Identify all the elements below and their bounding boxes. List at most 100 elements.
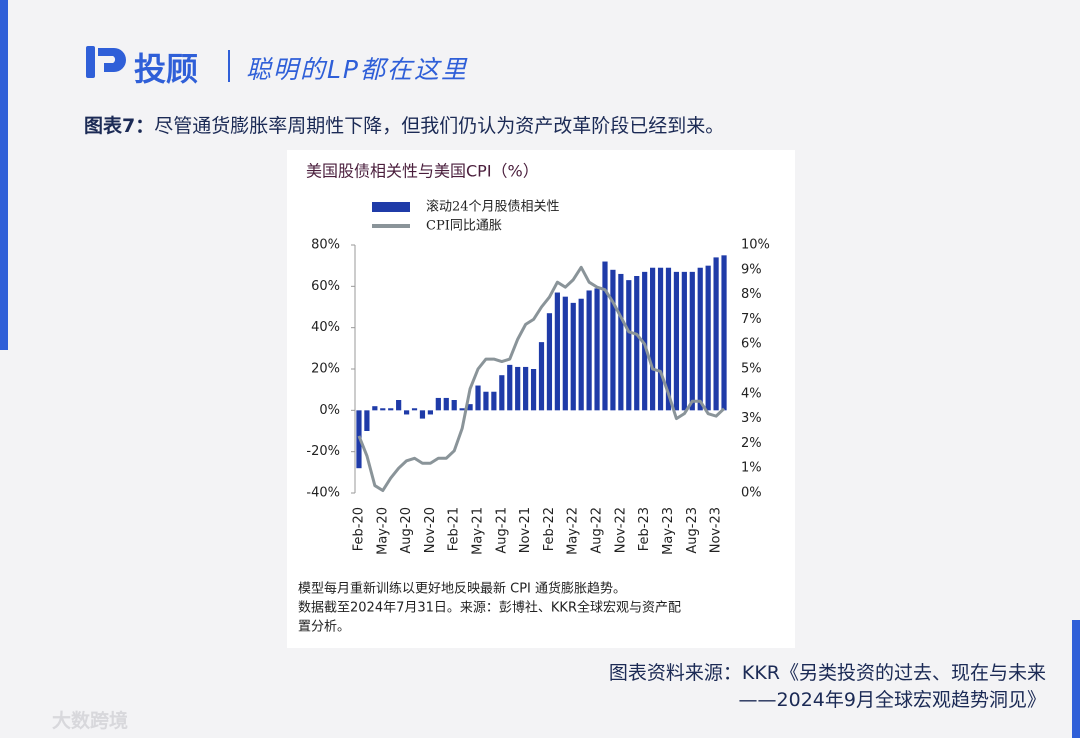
y-tick-label: 20% [311,362,340,377]
y2-tick-label: 3% [741,411,762,426]
source-line: ——2024年9月全球宏观趋势洞见》 [738,689,1046,711]
bar [602,261,608,411]
bar [403,410,410,415]
x-tick-label: Aug-22 [590,507,605,554]
note: 置分析。 [298,620,350,635]
bar [459,408,465,411]
y2-tick-label: 4% [741,386,762,401]
x-tick-label: Feb-22 [542,507,557,551]
bar [705,265,711,411]
legend-label: 滚动24个月股债相关性 [426,199,560,215]
bar [427,410,433,415]
bar [372,406,378,411]
y2-tick-label: 1% [741,461,762,476]
logo-icon [86,46,126,78]
y-tick-label: -20% [306,444,340,459]
x-tick-label: Feb-23 [637,507,652,551]
bar [554,292,560,411]
chart-title: 美国股债相关性与美国CPI（%） [306,162,539,181]
bar [419,410,426,419]
x-tick-label: Aug-20 [399,507,414,554]
bar [689,271,695,411]
slogan: 聪明的LP都在这里 [246,55,469,84]
y2-tick-label: 0% [741,486,762,501]
bar [538,342,545,411]
bar [650,267,656,411]
legend-swatch [372,202,410,212]
bar [546,313,553,411]
bar [411,408,418,411]
y-tick-label: 40% [311,320,340,335]
bar [499,375,505,411]
y-tick-label: -40% [306,486,340,501]
bar [697,267,703,411]
bar [388,408,394,411]
caption-text: 尽管通货膨胀率周期性下降，但我们仍认为资产改革阶段已经到来。 [154,115,725,137]
y2-tick-label: 10% [741,238,770,253]
x-tick-label: Aug-21 [494,507,509,554]
source-line: 图表资料来源：KKR《另类投资的过去、现在与未来 [608,662,1046,684]
bar [586,290,592,411]
bar [507,364,513,411]
bar [530,369,537,411]
bar [713,257,719,411]
bar [626,280,632,411]
bar [435,397,441,411]
x-tick-label: Nov-21 [518,507,533,553]
x-tick-label: May-21 [471,507,486,555]
bar [570,302,576,411]
divider [228,50,230,82]
bar [515,366,521,411]
x-tick-label: Nov-20 [423,507,438,553]
caption-label: 图表7： [84,115,155,137]
y-tick-label: 0% [319,403,340,418]
y2-tick-label: 9% [741,262,762,277]
note: 数据截至2024年7月31日。来源：彭博社、KKR全球宏观与资产配 [298,600,681,616]
y2-tick-label: 5% [741,362,762,377]
x-tick-label: Nov-23 [709,507,724,553]
y2-tick-label: 2% [741,436,762,451]
accent-bar [0,0,8,350]
source: 图表资料来源：KKR《另类投资的过去、现在与未来 ——2024年9月全球宏观趋势… [609,660,1046,714]
note: 模型每月重新训练以更好地反映最新 CPI 通货膨胀趋势。 [298,581,626,597]
brand: 投顾 [134,50,199,88]
bar [642,271,648,411]
y-tick-label: 60% [311,279,340,294]
bar [578,298,584,411]
bar [396,400,402,411]
bar [721,255,727,411]
bar [364,410,370,431]
x-tick-label: May-20 [375,507,390,555]
y-tick-label: 80% [311,238,340,253]
x-tick-label: Feb-21 [447,507,462,551]
bar [451,400,457,411]
bar [491,391,497,411]
bar [562,296,568,411]
bar [523,366,529,411]
accent-bar [1072,620,1080,738]
bar [467,404,473,411]
x-tick-label: Feb-20 [351,507,366,551]
x-tick-label: May-23 [661,507,676,555]
y2-tick-label: 8% [741,287,762,302]
bar [380,408,386,411]
caption: 图表7：尽管通货膨胀率周期性下降，但我们仍认为资产改革阶段已经到来。 [84,111,724,138]
y2-tick-label: 6% [741,337,762,352]
legend-label: CPI同比通胀 [426,219,502,234]
bar [610,269,616,411]
watermark: 大数跨境 [52,710,129,732]
bar [618,273,624,411]
y2-tick-label: 7% [741,312,762,327]
x-tick-label: Aug-23 [685,507,700,554]
bar [673,271,680,411]
bar [657,267,664,411]
bar [634,276,640,411]
x-tick-label: Nov-22 [613,507,628,553]
line [357,265,726,493]
bar [665,267,672,411]
bar [475,385,481,411]
bar [443,397,449,411]
x-tick-label: May-22 [566,507,581,555]
